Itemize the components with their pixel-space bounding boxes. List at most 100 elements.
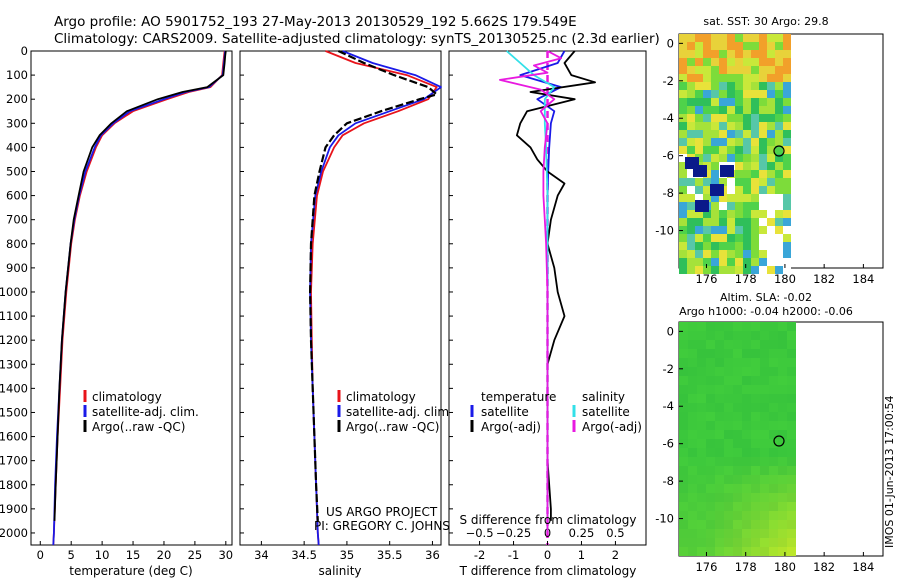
sst-cell [687,50,695,58]
t-diff-x-axis: -2 -1 0 1 2 [449,50,619,562]
sla-cell [733,412,742,421]
sst-cell [687,122,695,130]
depth-tick-label: 300 [6,116,28,130]
sla-cell [760,511,769,520]
sla-cell [697,538,706,547]
sst-cell [751,170,759,178]
sst-cell [767,122,775,130]
sst-cell [783,154,791,162]
sla-cell [787,511,796,520]
legend-argo: Argo(..raw -QC) [346,420,439,434]
sla-cell [751,439,760,448]
sla-cell [688,421,697,430]
sla-cell [760,367,769,376]
sst-cell [695,90,703,98]
sst-cell [735,66,743,74]
sla-cell [688,367,697,376]
temperature-frame [30,50,233,546]
sla-cell [778,340,787,349]
sla-cell [733,511,742,520]
sst-cell [687,82,695,90]
sst-cell [751,154,759,162]
sst-cell [695,122,703,130]
sla-cell [706,484,715,493]
sst-cell [735,210,743,218]
sla-cell [787,547,796,556]
sst-cell [695,242,703,250]
sla-cell [706,340,715,349]
sst-cell [687,226,695,234]
sst-cell [711,170,719,178]
sla-cell [769,322,778,331]
sla-map-title: Altim. SLA: -0.02 [720,291,812,304]
depth-tick-label: 0 [21,44,28,58]
sst-cell [695,138,703,146]
sla-cell [724,394,733,403]
sla-cell [742,367,751,376]
sla-cell [688,322,697,331]
sst-cell [759,266,767,274]
temperature-panel: 0100200300400500600700800900100011001200… [0,44,233,578]
sla-cell [688,376,697,385]
sla-cell [679,520,688,529]
map-y-tick-label: -8 [663,474,674,488]
sla-cell [787,421,796,430]
depth-tick-label: 900 [6,261,28,275]
sla-cell [688,358,697,367]
sst-cell [695,218,703,226]
sst-cell [767,138,775,146]
sla-cell [706,529,715,538]
sst-cell [767,178,775,186]
sst-cell [719,114,727,122]
sla-cell [751,385,760,394]
sla-cell [769,493,778,502]
sst-cell [719,74,727,82]
sst-cell [727,138,735,146]
sst-cell [735,50,743,58]
sst-cell [783,58,791,66]
sst-cell [783,98,791,106]
sla-cell [697,457,706,466]
sst-cell [727,42,735,50]
sst-cell [775,114,783,122]
x-tick-label: 34.5 [291,548,317,562]
legend-s-argo: Argo(-adj) [582,420,642,434]
sla-cell [706,358,715,367]
map-x-tick-label: 178 [735,560,757,574]
sla-cell [733,493,742,502]
sla-cell [760,448,769,457]
sla-cell [751,529,760,538]
sst-map-title: sat. SST: 30 Argo: 29.8 [703,15,828,28]
sst-cell [711,98,719,106]
sst-cell [711,130,719,138]
sla-cell [778,331,787,340]
sla-cell [769,403,778,412]
sst-cell [735,242,743,250]
sla-cell [679,394,688,403]
sst-cell [711,258,719,266]
sst-cell [727,146,735,154]
sla-cell [742,331,751,340]
sst-cell [695,178,703,186]
sst-cell [703,34,711,42]
sla-cell [715,475,724,484]
sst-cell [711,50,719,58]
argo-position-marker [773,145,785,157]
sst-cell [703,242,711,250]
depth-tick-label: 1400 [0,381,28,395]
sst-cell [751,58,759,66]
sst-cell [735,258,743,266]
map-y-tick-label: 0 [667,36,674,50]
sst-cell [727,74,735,82]
legend-title-temperature: temperature [481,390,556,404]
sst-cell [695,200,709,212]
sst-cell [727,210,735,218]
sst-cell [711,234,719,242]
sst-cell [735,162,743,170]
sst-cell [727,50,735,58]
sla-cell [706,376,715,385]
sla-cell [724,367,733,376]
sst-cell [751,250,759,258]
map-x-tick-label: 176 [695,272,717,286]
